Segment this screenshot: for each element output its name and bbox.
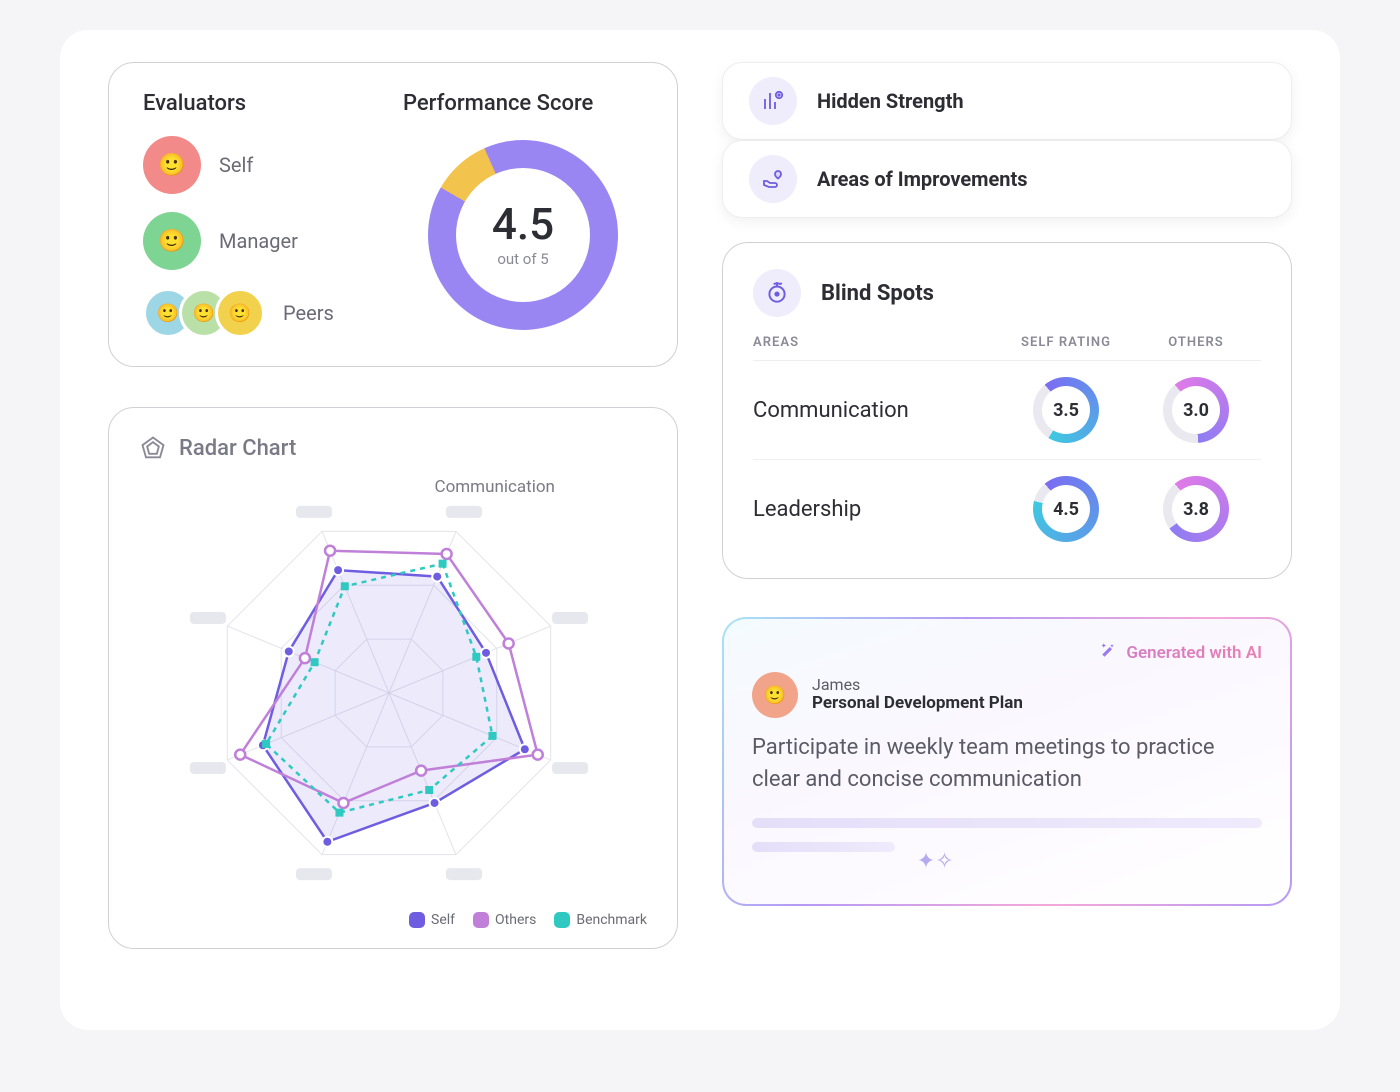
dashboard-page: Evaluators 🙂 Self 🙂 Manager 🙂🙂🙂 Peers Perform… (60, 30, 1340, 1030)
col-self: SELF RATING (1001, 335, 1131, 350)
radar-card: Radar Chart CommunicationLeadership Self… (108, 407, 678, 949)
ai-badge: Generated with AI (752, 641, 1262, 664)
col-areas: AREAS (753, 335, 1001, 350)
insight-label: Areas of Improvements (817, 167, 1028, 191)
evaluators-list: 🙂 Self 🙂 Manager 🙂🙂🙂 Peers (143, 136, 403, 338)
radar-title: Radar Chart (179, 436, 296, 461)
score-sub: out of 5 (497, 250, 548, 268)
ai-plan-card: Generated with AI 🙂 James Personal Devel… (722, 617, 1292, 906)
radar-chart: CommunicationLeadership (139, 468, 647, 908)
evaluator-label: Self (219, 153, 253, 177)
avatar: 🙂 (215, 288, 265, 338)
evaluators-score-card: Evaluators 🙂 Self 🙂 Manager 🙂🙂🙂 Peers Perform… (108, 62, 678, 367)
legend-item: Self (409, 912, 455, 928)
self-rating: 3.5 (1001, 377, 1131, 443)
evaluator-row: 🙂 Self (143, 136, 403, 194)
avatar: 🙂 (143, 212, 201, 270)
table-row: Communication 3.5 3.0 (753, 361, 1261, 460)
others-rating: 3.0 (1131, 377, 1261, 443)
svg-text:Communication: Communication (435, 477, 555, 497)
plan-owner: James Personal Development Plan (812, 676, 1023, 714)
skeleton-line-short (752, 842, 895, 852)
avatar: 🙂 (752, 672, 798, 718)
evaluator-label: Peers (283, 301, 334, 325)
insight-label: Hidden Strength (817, 89, 964, 113)
avatar-stack: 🙂🙂🙂 (143, 288, 265, 338)
evaluator-row: 🙂🙂🙂 Peers (143, 288, 403, 338)
sparkles-icon: ✦✧ (917, 849, 954, 874)
evaluator-row: 🙂 Manager (143, 212, 403, 270)
target-icon (753, 269, 801, 317)
areas-improve-row[interactable]: Areas of Improvements (722, 140, 1292, 218)
pentagon-icon (139, 434, 167, 462)
plan-text: Participate in weekly team meetings to p… (752, 732, 1262, 796)
col-others: OTHERS (1131, 335, 1261, 350)
table-row: Leadership 4.5 3.8 (753, 460, 1261, 558)
score-value: 4.5 (492, 202, 554, 246)
legend-item: Benchmark (554, 912, 647, 928)
others-rating: 3.8 (1131, 476, 1261, 542)
performance-donut: 4.5 out of 5 (403, 136, 643, 330)
blind-spots-rows: Communication 3.5 3.0Leadership 4.5 3.8 (753, 361, 1261, 558)
blind-spots-header: AREAS SELF RATING OTHERS (753, 335, 1261, 361)
area-name: Leadership (753, 497, 1001, 522)
ai-badge-text: Generated with AI (1126, 643, 1262, 663)
avatar: 🙂 (143, 136, 201, 194)
blind-spots-card: Blind Spots AREAS SELF RATING OTHERS Com… (722, 242, 1292, 579)
plan-subtitle: Personal Development Plan (812, 694, 1023, 714)
blind-spots-title: Blind Spots (821, 281, 934, 306)
wand-icon (1100, 641, 1118, 664)
evaluators-title: Evaluators (143, 91, 403, 116)
radar-legend: Self Others Benchmark (139, 912, 647, 928)
legend-item: Others (473, 912, 536, 928)
hand-heart-icon (749, 155, 797, 203)
plan-owner-name: James (812, 675, 860, 694)
bar-chart-plus-icon (749, 77, 797, 125)
hidden-strength-row[interactable]: Hidden Strength (722, 62, 1292, 140)
area-name: Communication (753, 398, 1001, 423)
evaluator-label: Manager (219, 229, 298, 253)
insight-list: Hidden Strength Areas of Improvements (722, 62, 1292, 218)
score-title: Performance Score (403, 91, 643, 116)
skeleton-line (752, 818, 1262, 828)
self-rating: 4.5 (1001, 476, 1131, 542)
